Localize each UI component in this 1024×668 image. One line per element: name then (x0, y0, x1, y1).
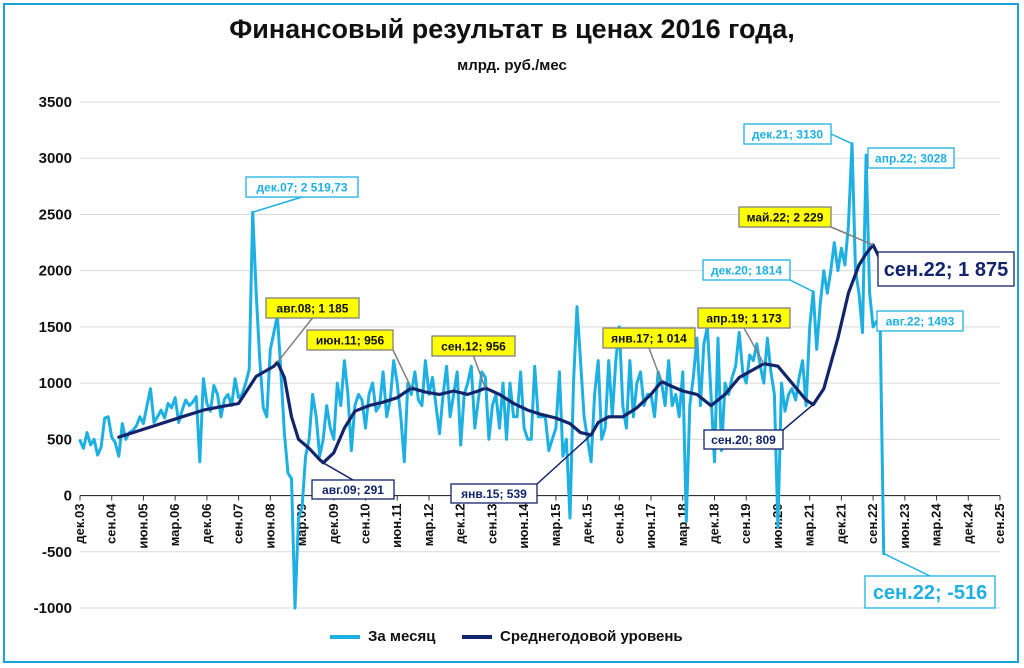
x-tick-label: сен.04 (104, 503, 119, 544)
x-tick-label: июн.08 (262, 504, 277, 549)
annotation-label: авг.09; 291 (322, 483, 384, 497)
annotation-label: янв.15; 539 (461, 487, 527, 501)
series-line-average (117, 243, 889, 465)
annotation-leader (883, 552, 931, 577)
annotation-leader (276, 317, 314, 363)
x-tick-label: июн.23 (897, 504, 912, 549)
annotation-box (702, 259, 791, 281)
x-tick-label: мар.21 (802, 504, 817, 547)
y-tick-label: 1000 (39, 375, 72, 392)
x-tick-label: сен.16 (611, 504, 626, 544)
x-tick-label: сен.25 (992, 504, 1007, 544)
annotation-box (877, 251, 1015, 287)
x-tick-label: сен.19 (738, 504, 753, 544)
chart-title: Финансовый результат в ценах 2016 года, (229, 14, 795, 44)
annotation-leader (322, 462, 354, 481)
annotation-leader (782, 404, 814, 431)
annotation-label: сен.22; -516 (873, 582, 987, 604)
annotation-box (450, 483, 538, 504)
x-tick-label: сен.22 (865, 504, 880, 544)
x-tick-label: июн.11 (389, 504, 404, 548)
x-tick-label: дек.03 (72, 504, 87, 544)
annotation-box (867, 147, 955, 169)
chart-subtitle: млрд. руб./мес (457, 57, 567, 74)
annotation-box (743, 123, 832, 145)
legend-swatch-monthly (330, 634, 360, 639)
annotation-leader (789, 279, 814, 293)
x-tick-label: дек.06 (199, 504, 214, 544)
legend-swatch-average (462, 634, 492, 639)
x-tick-label: июн.05 (135, 504, 150, 549)
x-tick-label: мар.12 (421, 504, 436, 547)
annotation-box (265, 297, 360, 319)
x-tick-label: июн.14 (516, 503, 531, 549)
annotation-label: сен.22; 1 875 (884, 259, 1008, 281)
annotation-box (245, 176, 359, 198)
x-tick-label: мар.15 (548, 504, 563, 547)
legend-item-monthly: За месяц (330, 628, 435, 645)
x-tick-label: дек.15 (580, 504, 595, 544)
annotation-box (431, 335, 516, 357)
annotation-label: сен.20; 809 (711, 433, 776, 447)
annotation-box (697, 307, 791, 329)
y-tick-label: 3500 (39, 94, 72, 111)
annotation-box (864, 575, 996, 609)
y-tick-label: -1000 (34, 600, 72, 617)
x-tick-label: дек.18 (706, 504, 721, 544)
legend-label-monthly: За месяц (368, 628, 436, 645)
annotation-label: май.22; 2 229 (747, 210, 824, 224)
annotation-leader (252, 196, 303, 213)
annotation-label: апр.22; 3028 (875, 151, 947, 165)
annotation-label: янв.17; 1 014 (611, 331, 687, 345)
x-tick-label: дек.12 (453, 504, 468, 544)
annotation-box (703, 429, 784, 450)
annotation-leader (648, 347, 663, 382)
x-tick-label: дек.21 (833, 504, 848, 544)
annotation-label: авг.22; 1493 (886, 314, 955, 328)
annotation-label: дек.21; 3130 (752, 127, 823, 141)
y-tick-label: 500 (47, 431, 72, 448)
annotation-label: июн.11; 956 (316, 333, 385, 347)
x-tick-label: дек.24 (960, 503, 975, 544)
chart-frame (3, 3, 1019, 663)
annotation-label: апр.19; 1 173 (706, 311, 782, 325)
x-tick-label: мар.24 (929, 503, 944, 546)
annotation-leader (536, 434, 592, 485)
x-tick-label: мар.06 (167, 504, 182, 547)
annotation-label: дек.07; 2 519,73 (256, 180, 347, 194)
legend-item-average: Среднегодовой уровень (462, 628, 683, 645)
annotation-leader (392, 349, 413, 389)
annotation-leader (830, 226, 874, 246)
y-tick-label: 2500 (39, 206, 72, 223)
annotation-leader (472, 355, 487, 389)
x-tick-label: сен.10 (358, 504, 373, 544)
annotation-label: дек.20; 1814 (711, 263, 782, 277)
series-line-monthly (78, 142, 886, 610)
x-tick-label: июн.17 (643, 504, 658, 549)
x-tick-label: дек.09 (326, 504, 341, 544)
annotation-box (311, 479, 395, 500)
annotation-leader (743, 327, 765, 365)
annotation-label: авг.08; 1 185 (277, 301, 349, 315)
y-tick-label: 1500 (39, 319, 72, 336)
chart-legend: За месяц Среднегодовой уровень (0, 628, 1024, 652)
y-tick-label: -500 (42, 544, 72, 561)
y-tick-label: 2000 (39, 263, 72, 280)
y-tick-label: 0 (64, 488, 72, 505)
x-tick-label: сен.07 (231, 504, 246, 544)
y-tick-label: 3000 (39, 150, 72, 167)
annotation-label: сен.12; 956 (441, 339, 506, 353)
x-tick-label: сен.13 (484, 504, 499, 544)
legend-label-average: Среднегодовой уровень (500, 628, 683, 645)
annotation-box (738, 206, 832, 228)
annotation-box (602, 327, 696, 349)
annotation-leader (830, 133, 853, 145)
annotation-box (876, 310, 964, 332)
annotation-box (306, 329, 394, 351)
